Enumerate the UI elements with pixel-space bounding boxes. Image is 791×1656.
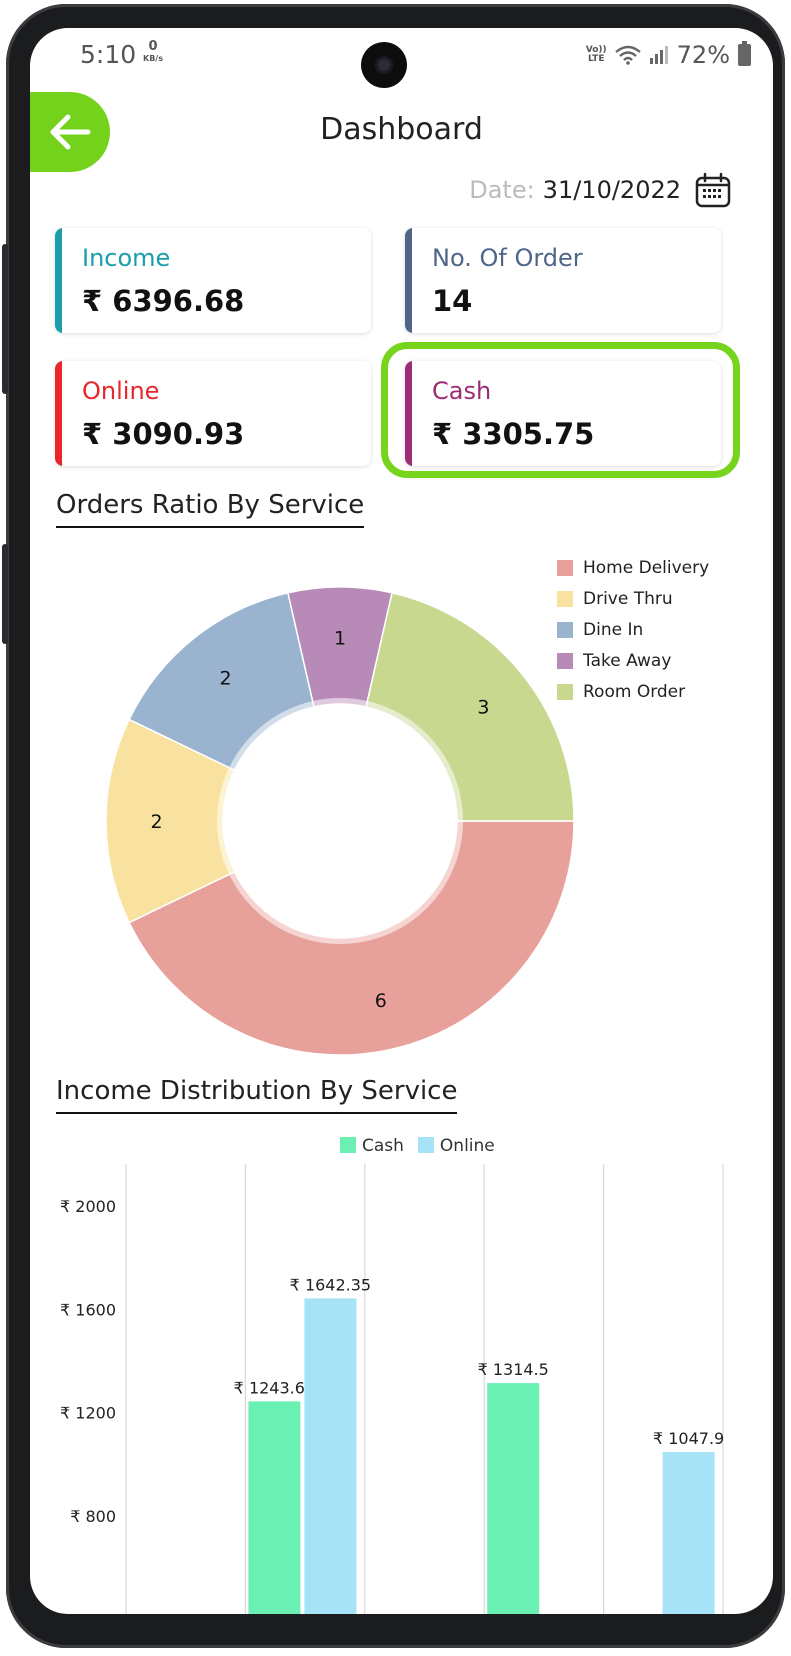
online-value: ₹ 3090.93 [82,417,245,451]
date-label: Date: [469,176,535,204]
back-button[interactable] [30,92,110,172]
date-row: Date: 31/10/2022 [469,172,731,208]
legend-label: Dine In [583,619,644,640]
orders-ratio-chart: 6 2 2 1 3 [105,586,575,1056]
bar-legend: Cash Online [340,1136,495,1156]
online-card-accent [55,361,62,466]
income-distribution-title: Income Distribution By Service [56,1076,458,1114]
y-tick-label: ₹ 1600 [60,1300,116,1319]
status-icons: Vo)) LTE 72% [586,40,751,70]
pie-label-home-delivery: 6 [375,990,387,1012]
pie-label-dine-in: 2 [220,668,232,690]
cash-label: Cash [432,377,492,405]
cash-value: ₹ 3305.75 [432,417,595,451]
legend-label: Take Away [583,650,672,671]
date-value: 31/10/2022 [542,176,681,204]
legend-item-dine-in: Dine In [557,614,709,645]
bixby-button [2,544,8,644]
legend-swatch [557,683,573,700]
cash-card[interactable]: Cash ₹ 3305.75 [405,361,721,466]
pie-label-take-away: 1 [334,628,346,650]
legend-item-drive-thru: Drive Thru [557,583,709,614]
legend-swatch [557,559,573,576]
network-speed: 0 KB/s [138,39,168,64]
bar-cash-1 [248,1401,301,1614]
battery-icon [738,41,751,66]
orders-card-accent [405,228,412,333]
screen: 5:10 0 KB/s Vo)) LTE [30,28,773,1614]
donut-inner-ring [217,698,463,944]
online-label: Online [82,377,160,405]
bar-data-label: ₹ 1047.9 [653,1429,724,1448]
pie-slice-room-order [365,591,575,822]
y-tick-label: ₹ 1200 [60,1404,116,1423]
legend-swatch-cash [340,1137,356,1153]
income-value: ₹ 6396.68 [82,284,245,318]
legend-swatch-online [417,1137,434,1153]
cash-card-highlight [381,342,740,478]
orders-card[interactable]: No. Of Order 14 [405,228,721,333]
y-tick-label: ₹ 2000 [60,1197,116,1216]
legend-item-room-order: Room Order [557,676,709,707]
legend-label-cash: Cash [362,1136,404,1156]
orders-label: No. Of Order [432,244,583,272]
orders-value: 14 [432,284,473,318]
legend-label: Home Delivery [583,557,710,578]
legend-label: Drive Thru [583,588,673,609]
legend-item-take-away: Take Away [557,645,709,676]
income-label: Income [82,244,171,272]
legend-item-home-delivery: Home Delivery [557,552,709,583]
legend-label-online: Online [439,1136,495,1156]
legend-online: Online [417,1136,495,1156]
legend-swatch [557,652,573,669]
volume-button [2,244,8,394]
income-distribution-chart: ₹ 2000 ₹ 1600 ₹ 1200 ₹ 800 ₹ 1243.65 ₹ 1314.5… [60,1164,724,1614]
network-speed-value: 0 [148,39,158,54]
phone-frame: 5:10 0 KB/s Vo)) LTE [2,4,785,1648]
pie-legend: Home Delivery Drive Thru Dine In Take Away R… [557,552,709,707]
y-tick-label: ₹ 800 [70,1507,116,1526]
page-title: Dashboard [320,112,483,147]
calendar-icon[interactable] [695,172,731,208]
battery-percent: 72% [676,41,730,69]
status-bar: 5:10 0 KB/s Vo)) LTE [30,28,773,88]
front-camera [361,42,407,88]
bar-online-1 [304,1298,357,1614]
cash-card-accent [405,361,412,466]
wifi-icon [614,45,641,65]
pie-label-drive-thru: 2 [150,811,162,833]
volte-icon: Vo)) LTE [585,45,607,64]
income-card-accent [55,228,62,333]
signal-icon [649,46,668,64]
pie-label-room-order: 3 [477,697,489,719]
legend-swatch [557,590,573,607]
legend-swatch [557,621,573,638]
bar-online-4 [662,1451,715,1614]
arrow-left-icon [50,114,91,150]
income-card[interactable]: Income ₹ 6396.68 [55,228,371,333]
bar-cash-3 [487,1383,540,1614]
legend-cash: Cash [340,1136,404,1156]
orders-ratio-title: Orders Ratio By Service [56,490,365,528]
online-card[interactable]: Online ₹ 3090.93 [55,361,371,466]
bar-data-label: ₹ 1642.35 [290,1275,371,1294]
bar-data-label: ₹ 1243.65 [234,1378,315,1397]
legend-label: Room Order [583,681,686,702]
bar-data-label: ₹ 1314.5 [478,1360,549,1379]
network-speed-unit: KB/s [143,54,163,63]
status-time: 5:10 [80,40,137,69]
